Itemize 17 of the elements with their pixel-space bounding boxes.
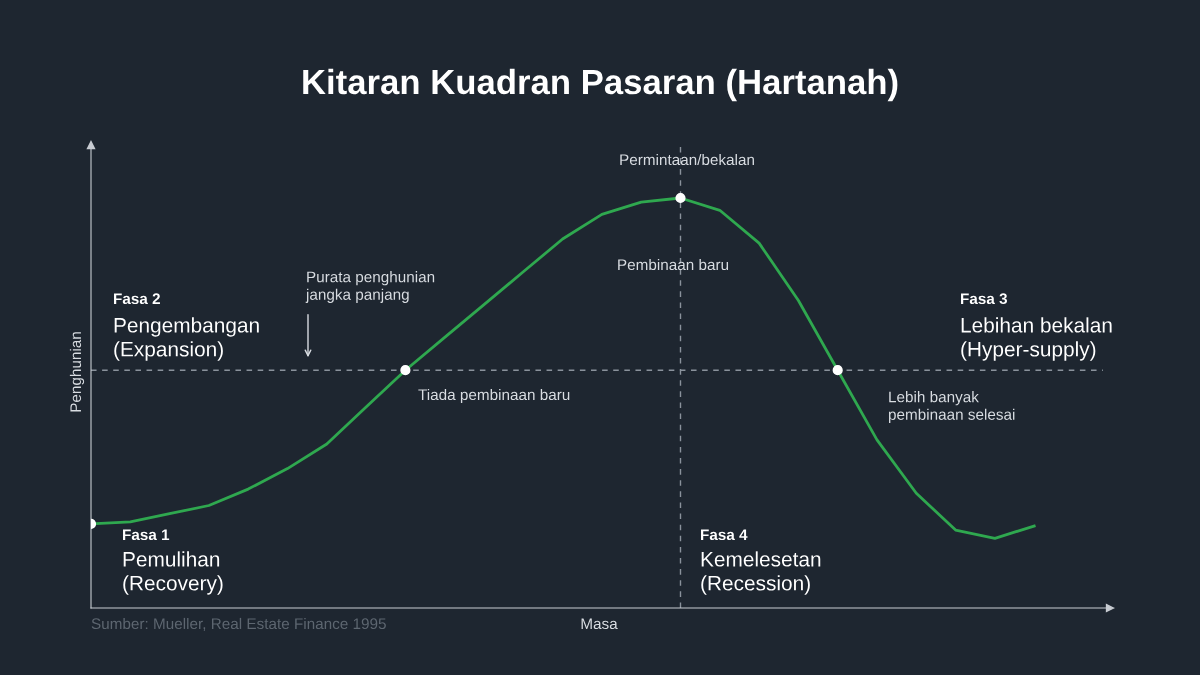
- annotation: Tiada pembinaan baru: [418, 388, 570, 404]
- text: Permintaan/bekalan: [620, 153, 754, 166]
- annotation: Pemulihan (Recovery): [123, 551, 223, 595]
- chart-title: Kitaran Kuadran Pasaran (Hartanah): [303, 68, 898, 102]
- annotation: Lebih banyak pembinaan selesai: [888, 391, 1015, 423]
- text: Sumber: Mueller, Real Estate Finance 1995: [91, 617, 386, 631]
- annotation: Fasa 3: [961, 293, 1008, 305]
- annotation: Lebihan bekalan (Hyper-supply): [961, 317, 1112, 361]
- annotation: Fasa 1: [123, 529, 170, 541]
- annotation: Kemelesetan (Recession): [701, 551, 821, 595]
- annotation: Purata penghunian jangka panjang: [305, 271, 435, 303]
- annotation: Fasa 4: [701, 529, 748, 541]
- x-axis-title: Masa: [581, 618, 618, 630]
- annotation: Fasa 2: [114, 293, 160, 305]
- annotation: Pembinaan baru: [618, 258, 729, 271]
- annotation: Pengembangan (Expansion): [114, 317, 259, 361]
- y-axis-title: Penghunian: [69, 332, 85, 412]
